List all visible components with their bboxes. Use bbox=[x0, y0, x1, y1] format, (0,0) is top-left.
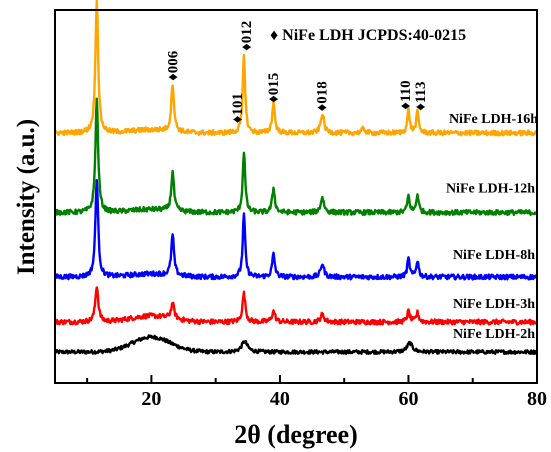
peak-label-101: ♦101 bbox=[230, 93, 246, 123]
series-layer bbox=[53, 0, 539, 355]
x-axis-label: 2θ (degree) bbox=[234, 420, 358, 449]
series-label-nife-ldh-3h: NiFe LDH-3h bbox=[453, 297, 535, 312]
x-tick-label-40: 40 bbox=[270, 388, 290, 410]
x-tick-label-20: 20 bbox=[141, 388, 161, 410]
series-label-nife-ldh-2h: NiFe LDH-2h bbox=[453, 327, 535, 342]
series-label-nife-ldh-16h: NiFe LDH-16h bbox=[449, 112, 538, 127]
series-line-nife-ldh-16h bbox=[54, 0, 538, 137]
x-tick-label-80: 80 bbox=[527, 388, 547, 410]
series-label-layer: NiFe LDH-2h NiFe LDH-3h NiFe LDH-8h NiFe LD… bbox=[446, 112, 538, 342]
peak-label-layer: ♦003♦006♦101♦012♦015♦018♦110♦113 bbox=[166, 21, 429, 123]
peak-label-110: ♦110 bbox=[398, 80, 414, 109]
y-axis-label: Intensity (a.u.) bbox=[13, 119, 40, 275]
plot-frame bbox=[54, 9, 538, 384]
peak-label-012: ♦012 bbox=[239, 21, 255, 51]
series-label-nife-ldh-8h: NiFe LDH-8h bbox=[453, 248, 535, 263]
series-line-nife-ldh-12h bbox=[54, 97, 539, 217]
tick-layer: 20 40 60 80 bbox=[86, 375, 547, 410]
series-line-nife-ldh-3h bbox=[53, 286, 539, 326]
peak-label-018: ♦018 bbox=[315, 81, 331, 111]
peak-label-015: ♦015 bbox=[266, 73, 282, 103]
peak-label-113: ♦113 bbox=[413, 81, 429, 110]
legend-text: ♦ NiFe LDH JCPDS:40-0215 bbox=[270, 27, 466, 44]
series-label-nife-ldh-12h: NiFe LDH-12h bbox=[446, 182, 535, 197]
series-line-nife-ldh-2h bbox=[53, 334, 539, 355]
series-line-nife-ldh-8h bbox=[53, 179, 538, 281]
peak-label-006: ♦006 bbox=[166, 50, 182, 81]
x-tick-label-60: 60 bbox=[398, 388, 418, 410]
